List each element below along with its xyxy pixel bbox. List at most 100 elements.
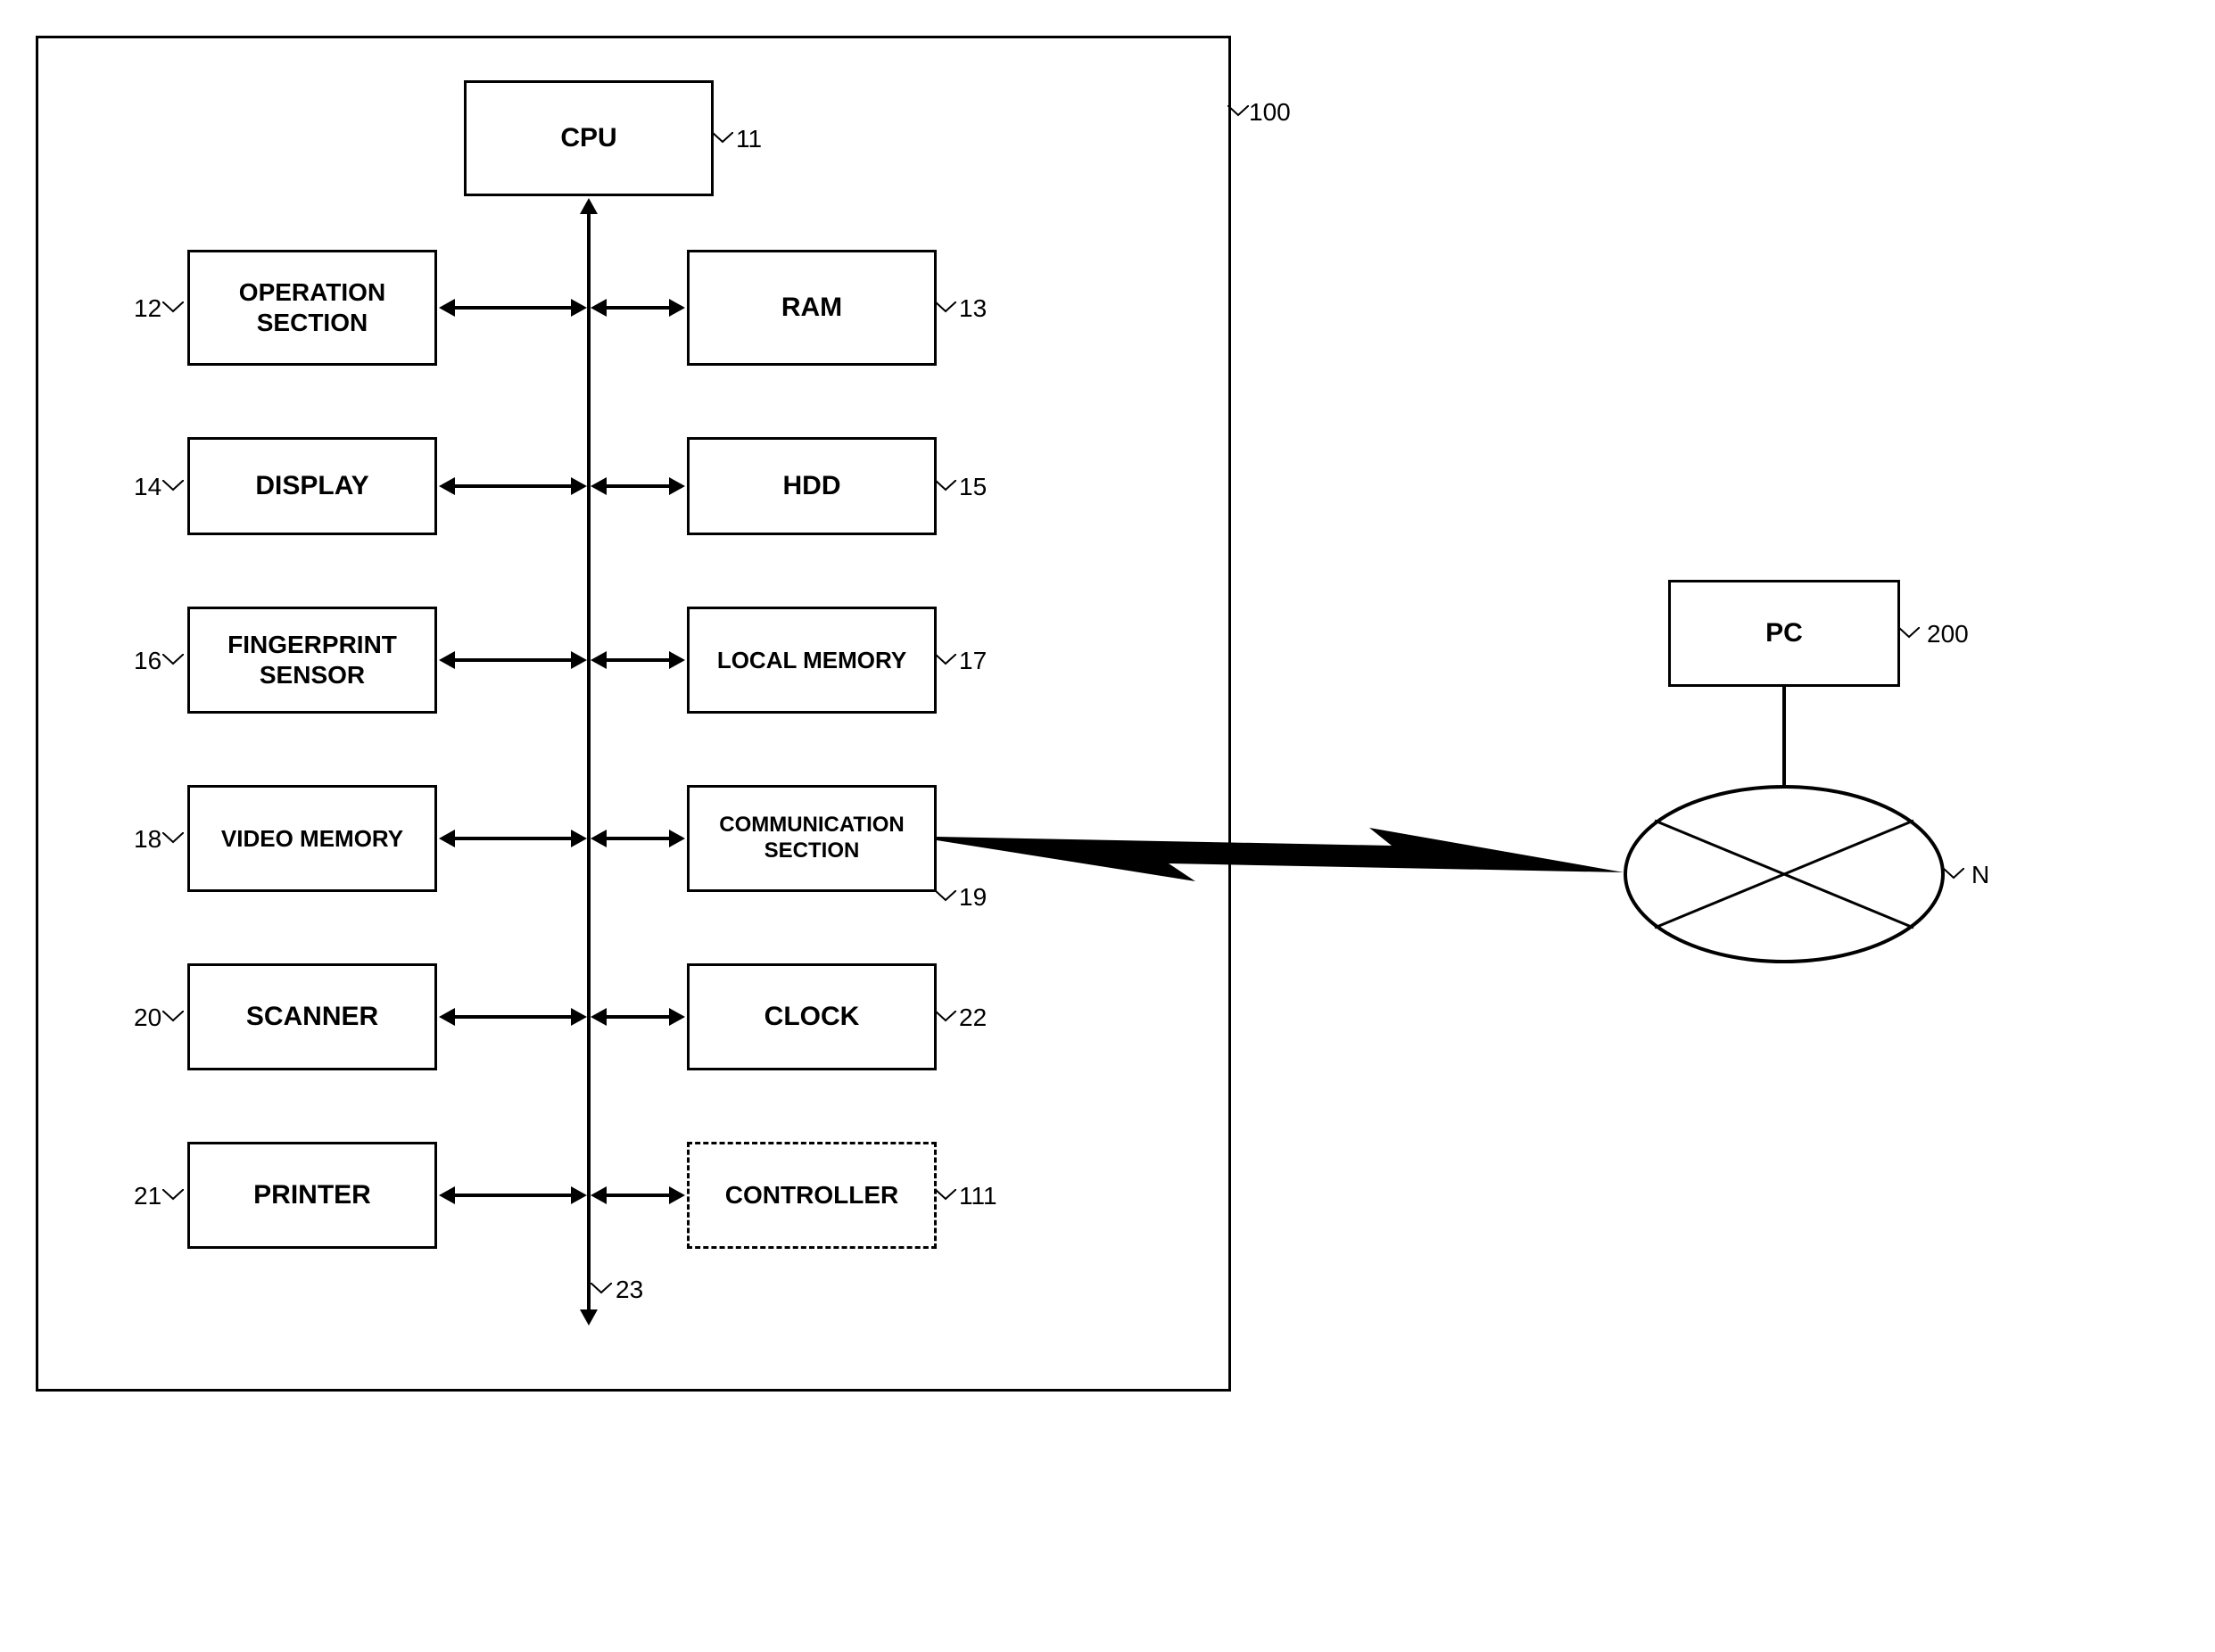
local-memory-ref: 17 bbox=[959, 647, 987, 675]
operation-label: OPERATION SECTION bbox=[239, 277, 385, 337]
ref-tick-14 bbox=[162, 480, 184, 500]
conn-display bbox=[453, 484, 573, 488]
controller-block: CONTROLLER bbox=[687, 1142, 937, 1249]
ram-label: RAM bbox=[781, 293, 842, 323]
conn-fingerprint-al bbox=[439, 651, 455, 669]
cpu-label: CPU bbox=[560, 123, 616, 153]
operation-ref: 12 bbox=[134, 294, 161, 323]
printer-label: PRINTER bbox=[253, 1180, 371, 1210]
ref-tick-17 bbox=[935, 654, 956, 673]
ref-tick-13 bbox=[935, 301, 956, 321]
communication-zigzag bbox=[937, 803, 1632, 910]
conn-fingerprint bbox=[453, 658, 573, 662]
bus-ref: 23 bbox=[616, 1276, 643, 1304]
conn-videomem-al bbox=[439, 830, 455, 847]
ref-tick-21 bbox=[162, 1189, 184, 1209]
ram-ref: 13 bbox=[959, 294, 987, 323]
conn-controller-ar bbox=[669, 1186, 685, 1204]
scanner-block: SCANNER bbox=[187, 963, 437, 1070]
conn-hdd-ar bbox=[669, 477, 685, 495]
conn-operation-ar bbox=[571, 299, 587, 317]
main-container-ref: 100 bbox=[1249, 98, 1291, 127]
bus-arrow-down bbox=[580, 1309, 598, 1326]
display-ref: 14 bbox=[134, 473, 161, 501]
video-memory-label: VIDEO MEMORY bbox=[221, 825, 403, 853]
ref-tick-12 bbox=[162, 301, 184, 321]
conn-controller-al bbox=[591, 1186, 607, 1204]
conn-hdd-al bbox=[591, 477, 607, 495]
cpu-ref: 11 bbox=[736, 125, 762, 153]
conn-display-ar bbox=[571, 477, 587, 495]
conn-ram bbox=[605, 306, 671, 310]
controller-label: CONTROLLER bbox=[725, 1181, 898, 1210]
ref-tick-15 bbox=[935, 480, 956, 500]
operation-block: OPERATION SECTION bbox=[187, 250, 437, 366]
conn-localmem-ar bbox=[669, 651, 685, 669]
conn-comm bbox=[605, 837, 671, 840]
conn-printer-al bbox=[439, 1186, 455, 1204]
local-memory-block: LOCAL MEMORY bbox=[687, 607, 937, 714]
conn-hdd bbox=[605, 484, 671, 488]
ref-tick-16 bbox=[162, 654, 184, 673]
conn-clock-al bbox=[591, 1008, 607, 1026]
pc-block: PC bbox=[1668, 580, 1900, 687]
scanner-ref: 20 bbox=[134, 1004, 161, 1032]
video-memory-ref: 18 bbox=[134, 825, 161, 854]
communication-block: COMMUNICATION SECTION bbox=[687, 785, 937, 892]
clock-label: CLOCK bbox=[765, 1002, 860, 1032]
bus-arrow-up bbox=[580, 198, 598, 214]
cpu-block: CPU bbox=[464, 80, 714, 196]
ref-tick-18 bbox=[162, 832, 184, 852]
network-node bbox=[1624, 785, 1945, 963]
ref-tick-20 bbox=[162, 1011, 184, 1030]
conn-videomem bbox=[453, 837, 573, 840]
conn-operation-al bbox=[439, 299, 455, 317]
hdd-ref: 15 bbox=[959, 473, 987, 501]
conn-localmem-al bbox=[591, 651, 607, 669]
ref-tick-111 bbox=[935, 1189, 956, 1209]
conn-localmem bbox=[605, 658, 671, 662]
conn-videomem-ar bbox=[571, 830, 587, 847]
conn-comm-al bbox=[591, 830, 607, 847]
printer-ref: 21 bbox=[134, 1182, 161, 1210]
fingerprint-ref: 16 bbox=[134, 647, 161, 675]
ref-tick-23 bbox=[591, 1283, 612, 1302]
local-memory-label: LOCAL MEMORY bbox=[717, 647, 906, 674]
pc-to-network bbox=[1782, 687, 1786, 787]
conn-scanner bbox=[453, 1015, 573, 1019]
bus-line bbox=[587, 212, 591, 1311]
ref-tick-200 bbox=[1898, 627, 1920, 647]
conn-scanner-al bbox=[439, 1008, 455, 1026]
conn-fingerprint-ar bbox=[571, 651, 587, 669]
fingerprint-label: FINGERPRINT SENSOR bbox=[227, 630, 397, 690]
ref-tick-11 bbox=[712, 132, 733, 152]
printer-block: PRINTER bbox=[187, 1142, 437, 1249]
ref-tick-100 bbox=[1227, 105, 1249, 125]
scanner-label: SCANNER bbox=[246, 1002, 378, 1032]
ram-block: RAM bbox=[687, 250, 937, 366]
conn-comm-ar bbox=[669, 830, 685, 847]
display-block: DISPLAY bbox=[187, 437, 437, 535]
hdd-block: HDD bbox=[687, 437, 937, 535]
communication-label: COMMUNICATION SECTION bbox=[719, 813, 905, 864]
conn-printer-ar bbox=[571, 1186, 587, 1204]
conn-clock-ar bbox=[669, 1008, 685, 1026]
controller-ref: 111 bbox=[959, 1182, 997, 1210]
display-label: DISPLAY bbox=[255, 471, 368, 501]
ref-tick-N bbox=[1943, 868, 1964, 888]
conn-ram-ar bbox=[669, 299, 685, 317]
network-ref: N bbox=[1971, 861, 1989, 889]
conn-controller bbox=[605, 1194, 671, 1197]
clock-block: CLOCK bbox=[687, 963, 937, 1070]
ref-tick-22 bbox=[935, 1011, 956, 1030]
conn-display-al bbox=[439, 477, 455, 495]
pc-ref: 200 bbox=[1927, 620, 1969, 648]
conn-printer bbox=[453, 1194, 573, 1197]
hdd-label: HDD bbox=[783, 471, 841, 501]
clock-ref: 22 bbox=[959, 1004, 987, 1032]
video-memory-block: VIDEO MEMORY bbox=[187, 785, 437, 892]
pc-label: PC bbox=[1765, 618, 1803, 648]
conn-scanner-ar bbox=[571, 1008, 587, 1026]
conn-clock bbox=[605, 1015, 671, 1019]
fingerprint-block: FINGERPRINT SENSOR bbox=[187, 607, 437, 714]
